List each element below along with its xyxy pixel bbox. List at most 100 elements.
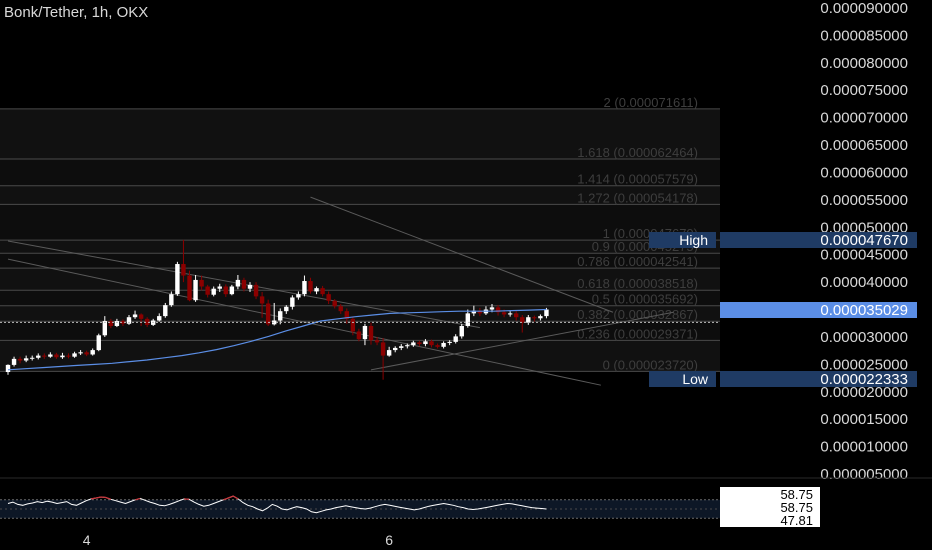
candle-body: [17, 358, 23, 361]
candle-body: [138, 314, 144, 319]
candle-body: [489, 307, 495, 310]
candle-body: [84, 352, 89, 355]
fib-band: [0, 158, 720, 186]
candle-body: [163, 305, 168, 317]
candle-body: [386, 350, 392, 356]
candle-body: [514, 313, 519, 318]
moving-average: [7, 308, 547, 371]
price-tick-label: 0.000070000: [820, 110, 908, 127]
candle-body: [526, 317, 531, 323]
candle-body: [296, 294, 301, 298]
candle-body: [241, 279, 247, 289]
rsi-value-label: 58.75: [780, 487, 813, 502]
price-tick-label: 0.000090000: [820, 0, 908, 17]
fib-band: [0, 321, 720, 341]
fib-label: 1.618 (0.000062464): [577, 145, 698, 160]
fib-band: [0, 108, 720, 159]
price-tick-label: 0.000060000: [820, 164, 908, 181]
candle-body: [302, 281, 307, 295]
candle-body: [272, 320, 277, 325]
price-axis[interactable]: 0.000090000 0.000085000 0.000080000 0.00007…: [649, 0, 932, 483]
candle-body: [60, 355, 65, 358]
candle-body: [187, 275, 192, 301]
candle-body: [495, 307, 501, 313]
fib-label: 0.618 (0.000038518): [577, 276, 698, 291]
price-tick-label: 0.000040000: [820, 274, 908, 291]
ma-line: [7, 308, 547, 371]
fib-band: [0, 340, 720, 372]
candle-body: [90, 350, 95, 355]
candle-body: [393, 347, 398, 351]
candle-body: [332, 300, 337, 307]
fib-extension-levels: 2 (0.000071611) 1.618 (0.000062464) 1.414 …: [0, 95, 720, 372]
candle-body: [374, 340, 380, 343]
rsi-overbought-segment: [91, 496, 112, 500]
candle-body: [447, 341, 452, 343]
candle-body: [338, 306, 343, 312]
candle-body: [23, 358, 29, 361]
rsi-value-tag: [720, 513, 820, 527]
candle-body: [132, 314, 138, 318]
price-tick-label: 0.000065000: [820, 137, 908, 154]
candle-body: [199, 279, 204, 287]
fib-band: [0, 253, 720, 269]
candle-body: [42, 355, 47, 357]
high-label-tag: [649, 232, 716, 248]
candle-body: [66, 355, 71, 357]
candle-body: [169, 294, 174, 306]
candle-body: [459, 325, 464, 337]
candle-body: [441, 342, 446, 347]
candle-body: [520, 317, 525, 323]
price-tick-label: 0.000025000: [820, 356, 908, 373]
candle-body: [278, 311, 283, 321]
candle-body: [465, 313, 470, 326]
candle-body: [205, 286, 210, 295]
candle-body: [54, 354, 59, 358]
candle-body: [350, 318, 356, 332]
candle-body: [11, 358, 17, 365]
fib-label: 1.272 (0.000054178): [577, 190, 698, 205]
candle-body: [544, 309, 549, 317]
candle-body: [477, 310, 483, 314]
candle-body: [144, 318, 150, 325]
fib-label: 0.236 (0.000029371): [577, 326, 698, 341]
low-value: 0.000022333: [820, 371, 908, 388]
current-price-value: 0.000035029: [820, 302, 908, 319]
price-tick-label: 0.000075000: [820, 82, 908, 99]
price-tick-label: 0.000020000: [820, 384, 908, 401]
candle-body: [217, 286, 222, 289]
candle-body: [435, 345, 440, 347]
high-label: High: [679, 232, 708, 248]
candle-body: [538, 316, 543, 319]
candles: [5, 239, 549, 380]
fib-label: 2 (0.000071611): [604, 95, 698, 110]
candle-body: [399, 346, 404, 348]
fib-label: 0.786 (0.000042541): [577, 254, 698, 269]
rsi-overbought-segment: [135, 497, 141, 501]
candle-body: [308, 281, 313, 292]
candle-body: [229, 286, 235, 295]
fib-label: 0.5 (0.000035692): [592, 292, 698, 307]
candle-body: [120, 321, 126, 324]
candle-body: [453, 336, 458, 342]
candle-body: [344, 311, 349, 319]
candle-body: [235, 279, 241, 287]
candle-body: [48, 354, 53, 357]
candle-body: [284, 306, 289, 312]
candle-body: [356, 331, 362, 340]
candle-body: [253, 284, 259, 297]
time-tick-label: 4: [83, 532, 91, 548]
time-tick-label: 6: [385, 532, 393, 548]
candle-body: [320, 288, 325, 295]
fib-band: [0, 185, 720, 205]
candle-body: [507, 313, 513, 315]
candle-body: [193, 279, 198, 301]
candle-body: [157, 316, 162, 321]
fib-band: [0, 240, 720, 254]
candle-body: [5, 364, 11, 373]
fib-label: 0.382 (0.000032867): [577, 307, 698, 322]
